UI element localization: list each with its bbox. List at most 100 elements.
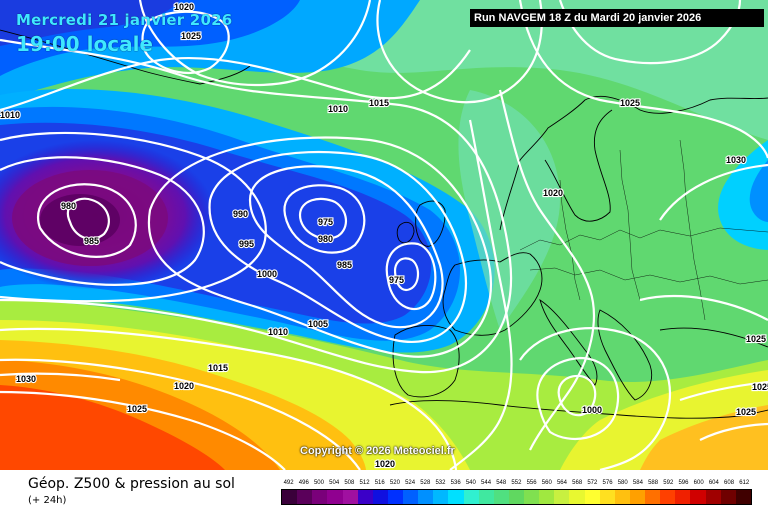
scale-swatch (463, 490, 479, 504)
isobar-label: 1020 (543, 188, 563, 198)
scale-swatch (372, 490, 388, 504)
scale-label: 588 (648, 480, 659, 486)
isobar-990 (0, 156, 205, 286)
scale-label: 608 (724, 480, 735, 486)
z500-band-south-red (0, 385, 225, 470)
scale-swatch (599, 490, 615, 504)
isobar-label: 1000 (257, 269, 277, 279)
scale-label: 496 (298, 480, 309, 486)
isobar-label: 1020 (174, 2, 194, 12)
scale-label: 504 (329, 480, 340, 486)
isobar-label: 1020 (174, 381, 194, 391)
scale-swatch (282, 490, 298, 504)
scale-swatch (433, 490, 449, 504)
borders (519, 139, 768, 321)
scale-swatch (357, 490, 373, 504)
scale-swatch (584, 490, 600, 504)
isobar-label: 995 (239, 239, 254, 249)
scale-label: 524 (405, 480, 416, 486)
isobar-1010-med (519, 327, 672, 470)
scale-label: 500 (313, 480, 324, 486)
scale-label: 572 (587, 480, 598, 486)
isobar-1020-scand (518, 0, 768, 159)
isobar-1030-south (0, 372, 121, 382)
isobar-label: 1015 (369, 98, 389, 108)
color-scale-labels: 492 496 500 504 508 512 516 520 524 528 532 536 540 5… (281, 478, 752, 488)
scale-label: 564 (556, 480, 567, 486)
coast-blacksea (659, 327, 768, 348)
isobar-975-center (298, 197, 347, 240)
scale-label: 596 (678, 480, 689, 486)
scale-swatch (705, 490, 721, 504)
isobar-1020-south (0, 358, 361, 470)
forecast-offset: (+ 24h) (28, 495, 67, 506)
isobar-990-outer (208, 150, 468, 343)
scale-swatch (539, 490, 555, 504)
isobar-label: 1030 (16, 374, 36, 384)
scale-label: 512 (359, 480, 370, 486)
isobar-label: 975 (389, 275, 404, 285)
isobar-1025-south (0, 390, 286, 470)
scale-label: 528 (420, 480, 431, 486)
z500-band-east-inner (749, 160, 768, 222)
isobar-1000 (147, 136, 493, 358)
scale-label: 548 (496, 480, 507, 486)
scale-label: 516 (374, 480, 385, 486)
isobar-label: 1025 (736, 407, 756, 417)
isobar-1015 (0, 327, 458, 470)
scale-label: 508 (344, 480, 355, 486)
scale-swatch (720, 490, 736, 504)
isobars (0, 0, 768, 470)
parameter-title: Géop. Z500 & pression au sol (28, 476, 235, 492)
z500-band-deepblue (0, 0, 180, 46)
isobar-985 (248, 165, 444, 329)
scale-label: 576 (602, 480, 613, 486)
isobar-label: 1010 (0, 110, 20, 120)
isobar-label: 1025 (127, 404, 147, 414)
isobar-1020-southeast (699, 422, 768, 441)
forecast-map: 1020 1025 1010 1010 1015 1025 1030 1020 … (0, 0, 768, 470)
scale-label: 544 (481, 480, 492, 486)
border-line-5 (679, 139, 706, 321)
scale-swatch (690, 490, 706, 504)
scale-label: 560 (541, 480, 552, 486)
scale-swatch (629, 490, 645, 504)
isobar-1025-east (639, 294, 768, 321)
border-line-4 (619, 149, 641, 301)
isobar-985-west (37, 183, 137, 258)
isobar-label: 1025 (752, 382, 768, 392)
isobar-label: 990 (233, 209, 248, 219)
border-line-3 (559, 179, 581, 301)
coast-scandinavia (499, 96, 768, 231)
isobar-980-west (66, 197, 110, 240)
isobar-1030-east (659, 163, 768, 221)
isobar-1015-central (449, 119, 513, 470)
isobar-1000-med (557, 374, 597, 417)
isobar-label: 980 (318, 234, 333, 244)
scale-swatch (735, 490, 751, 504)
scale-swatch (493, 490, 509, 504)
color-scale-bar (281, 489, 752, 505)
isobar-label: 1015 (208, 363, 228, 373)
scale-swatch (418, 490, 434, 504)
scale-swatch (614, 490, 630, 504)
isobar-1025-southeast (679, 380, 768, 402)
isobar-1025-north (141, 10, 230, 75)
copyright-text: Copyright © 2026 Meteociel.fr (300, 445, 455, 457)
scale-swatch (660, 490, 676, 504)
scale-swatch (645, 490, 661, 504)
coast-balkans (597, 309, 653, 401)
scale-swatch (554, 490, 570, 504)
scale-label: 536 (450, 480, 461, 486)
scale-label: 604 (708, 480, 719, 486)
isobar-label: 1025 (181, 31, 201, 41)
isobar-995 (0, 131, 267, 303)
scale-label: 532 (435, 480, 446, 486)
border-line-1 (519, 227, 768, 251)
scale-label: 492 (283, 480, 294, 486)
isobar-label: 1020 (375, 459, 395, 469)
scale-swatch (342, 490, 358, 504)
scale-swatch (297, 490, 313, 504)
z500-band-north (0, 0, 768, 140)
scale-swatch (478, 490, 494, 504)
